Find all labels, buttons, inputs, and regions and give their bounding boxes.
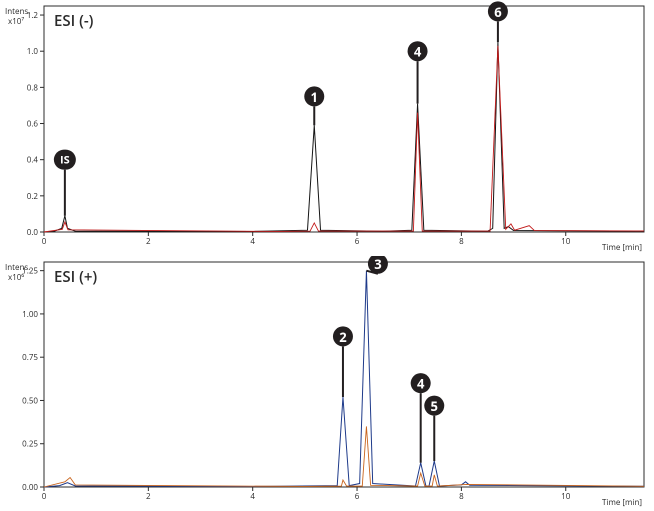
panel-esi-pos: 0.000.250.500.751.001.250246810Intens.x1…: [0, 256, 654, 511]
panel-title: ESI (+): [54, 267, 97, 287]
xtick-label: 8: [459, 491, 464, 502]
peak-marker-label: 4: [414, 43, 422, 61]
xtick-label: 4: [250, 236, 255, 247]
ytick-label: 0.25: [22, 439, 38, 450]
peak-marker-label: 3: [374, 256, 381, 273]
ytick-label: 0.4: [27, 155, 39, 166]
ytick-label: 0.8: [27, 82, 39, 93]
ytick-label: 0.0: [27, 227, 39, 238]
ytick-label: 1.00: [22, 309, 38, 320]
xtick-label: 2: [146, 236, 151, 247]
x-axis-label: Time [min]: [602, 497, 642, 508]
xtick-label: 10: [561, 491, 571, 502]
peak-marker-label: 4: [417, 375, 425, 393]
ytick-label: 0.00: [22, 482, 38, 493]
xtick-label: 0: [42, 491, 47, 502]
ytick-label: 0.6: [27, 119, 39, 130]
x-axis-label: Time [min]: [602, 242, 642, 253]
peak-marker-label: 2: [339, 328, 347, 346]
peak-marker-label: 5: [431, 397, 438, 415]
ytick-label: 0.2: [27, 191, 39, 202]
peak-marker-label: 6: [494, 3, 502, 21]
ytick-label: 0.75: [22, 352, 38, 363]
xtick-label: 6: [355, 236, 360, 247]
panel-esi-neg: 0.00.20.40.60.81.01.20246810Intens.x10⁷T…: [0, 0, 654, 256]
peak-marker-label: IS: [60, 153, 70, 168]
ytick-label: 1.0: [27, 46, 39, 57]
ytick-label: 0.50: [22, 395, 38, 406]
y-axis-scale: x10⁷: [8, 16, 24, 27]
chromatogram-figure: 0.00.20.40.60.81.01.20246810Intens.x10⁷T…: [0, 0, 654, 511]
y-axis-scale: x10⁶: [8, 272, 24, 283]
panel-title: ESI (-): [54, 11, 94, 31]
xtick-label: 8: [459, 236, 464, 247]
xtick-label: 10: [561, 236, 571, 247]
xtick-label: 4: [250, 491, 255, 502]
xtick-label: 2: [146, 491, 151, 502]
xtick-label: 6: [355, 491, 360, 502]
peak-marker-label: 1: [311, 88, 318, 106]
xtick-label: 0: [42, 236, 47, 247]
